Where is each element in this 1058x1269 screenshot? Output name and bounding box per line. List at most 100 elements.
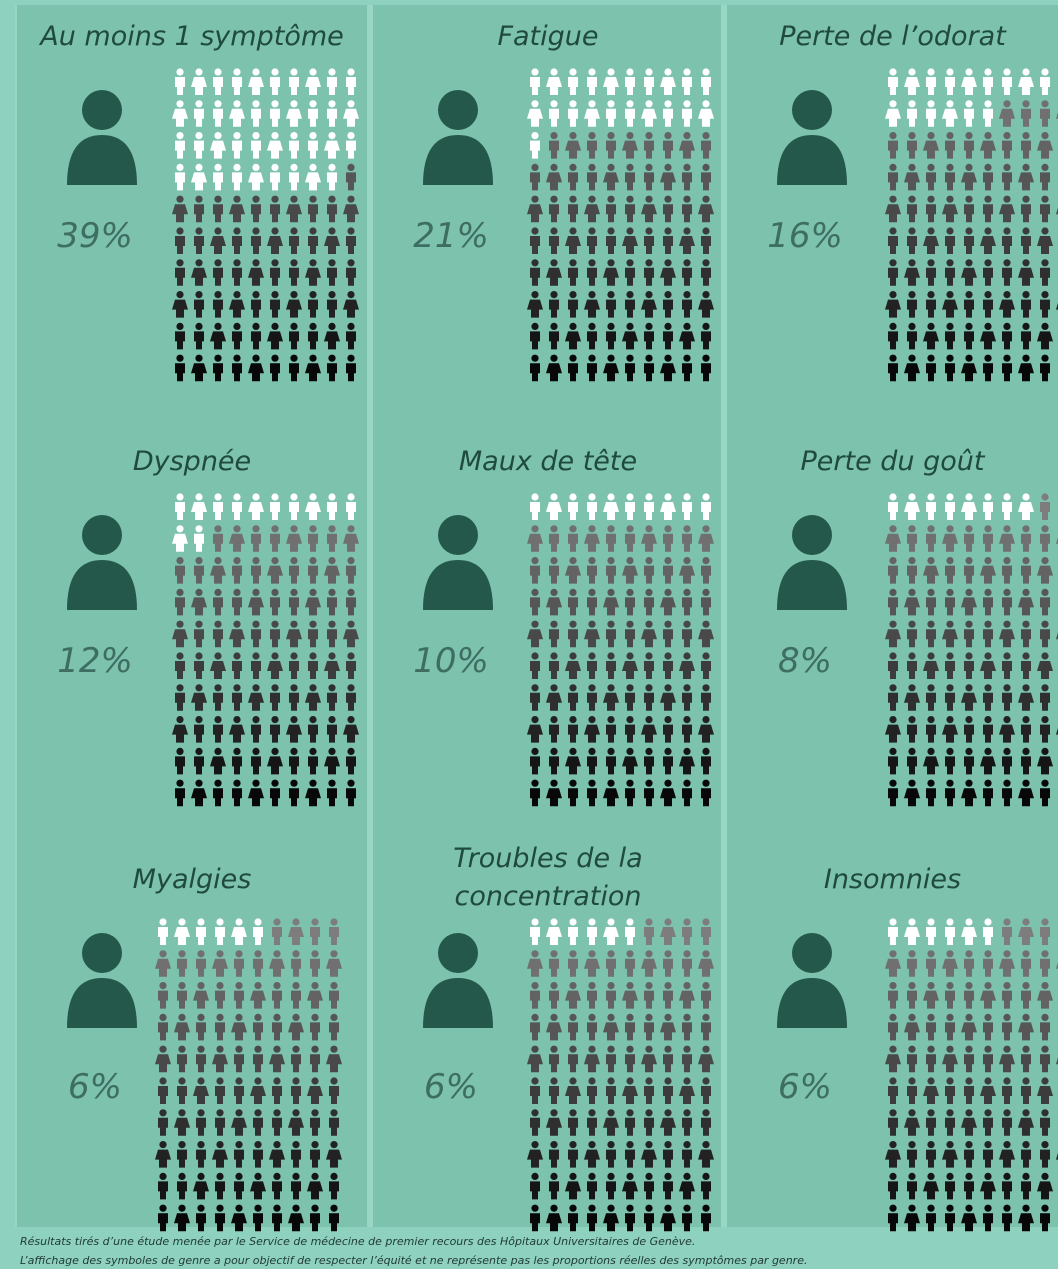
- icon-head: [235, 1014, 242, 1021]
- icon-head: [292, 1014, 299, 1021]
- icon-head: [290, 684, 297, 691]
- icon-head: [550, 748, 557, 755]
- icon-head: [927, 1014, 934, 1021]
- icon-head: [588, 621, 595, 628]
- icon-head: [889, 227, 896, 234]
- icon-head: [664, 493, 671, 500]
- icon-head: [702, 164, 709, 171]
- icon-head: [216, 950, 223, 957]
- icon-head: [292, 918, 299, 925]
- icon-head: [664, 1046, 671, 1053]
- icon-head: [702, 525, 709, 532]
- icon-head: [946, 557, 953, 564]
- icon-head: [176, 621, 183, 628]
- icon-head: [235, 1046, 242, 1053]
- icon-head: [946, 589, 953, 596]
- icon-head: [550, 100, 557, 107]
- icon-head: [645, 196, 652, 203]
- icon-head: [626, 716, 633, 723]
- panel-title: Dyspnée: [133, 446, 251, 477]
- icon-head: [531, 557, 538, 564]
- icon-head: [271, 132, 278, 139]
- icon-head: [607, 291, 614, 298]
- icon-head: [588, 780, 595, 787]
- icon-head: [550, 621, 557, 628]
- icon-head: [290, 259, 297, 266]
- icon-head: [702, 748, 709, 755]
- icon-head: [664, 621, 671, 628]
- icon-head: [683, 259, 690, 266]
- icon-head: [273, 1014, 280, 1021]
- icon-head: [214, 323, 221, 330]
- icon-head: [309, 716, 316, 723]
- icon-head: [347, 493, 354, 500]
- icon-head: [607, 557, 614, 564]
- icon-head: [889, 164, 896, 171]
- icon-head: [292, 950, 299, 957]
- icon-head: [550, 1205, 557, 1212]
- icon-head: [927, 68, 934, 75]
- icon-head: [1022, 1109, 1029, 1116]
- icon-head: [328, 291, 335, 298]
- icon-head: [889, 621, 896, 628]
- icon-head: [626, 100, 633, 107]
- icon-head: [965, 196, 972, 203]
- icon-head: [214, 589, 221, 596]
- icon-head: [927, 589, 934, 596]
- icon-head: [588, 652, 595, 659]
- icon-head: [233, 68, 240, 75]
- icon-head: [626, 493, 633, 500]
- icon-head: [889, 259, 896, 266]
- icon-head: [645, 227, 652, 234]
- icon-head: [550, 716, 557, 723]
- icon-head: [588, 557, 595, 564]
- icon-head: [1041, 68, 1048, 75]
- icon-head: [626, 918, 633, 925]
- icon-head: [252, 132, 259, 139]
- icon-head: [946, 100, 953, 107]
- icon-head: [273, 1141, 280, 1148]
- panel-title: Myalgies: [133, 864, 252, 895]
- icon-head: [1022, 291, 1029, 298]
- icon-head: [292, 1141, 299, 1148]
- icon-head: [965, 1141, 972, 1148]
- icon-head: [1041, 780, 1048, 787]
- icon-head: [309, 227, 316, 234]
- icon-head: [889, 1014, 896, 1021]
- icon-head: [664, 684, 671, 691]
- icon-head: [965, 1173, 972, 1180]
- icon-head: [607, 1109, 614, 1116]
- icon-head: [1003, 950, 1010, 957]
- icon-head: [531, 291, 538, 298]
- icon-head: [252, 355, 259, 362]
- icon-head: [197, 1173, 204, 1180]
- icon-head: [347, 164, 354, 171]
- icon-head: [569, 780, 576, 787]
- icon-head: [347, 291, 354, 298]
- icon-head: [271, 259, 278, 266]
- icon-head: [683, 1046, 690, 1053]
- icon-head: [569, 68, 576, 75]
- icon-head: [328, 68, 335, 75]
- icon-head: [569, 1014, 576, 1021]
- icon-head: [1003, 493, 1010, 500]
- icon-head: [927, 1046, 934, 1053]
- icon-head: [702, 684, 709, 691]
- percent-label: 10%: [413, 641, 489, 681]
- icon-head: [1003, 748, 1010, 755]
- icon-head: [531, 525, 538, 532]
- icon-head: [531, 196, 538, 203]
- icon-head: [664, 355, 671, 362]
- icon-head: [683, 1141, 690, 1148]
- icon-head: [645, 780, 652, 787]
- icon-head: [569, 1205, 576, 1212]
- icon-head: [254, 1014, 261, 1021]
- icon-head: [252, 100, 259, 107]
- icon-head: [569, 748, 576, 755]
- icon-head: [271, 652, 278, 659]
- icon-head: [626, 525, 633, 532]
- icon-head: [195, 621, 202, 628]
- icon-head: [889, 589, 896, 596]
- icon-head: [984, 1173, 991, 1180]
- icon-head: [1041, 918, 1048, 925]
